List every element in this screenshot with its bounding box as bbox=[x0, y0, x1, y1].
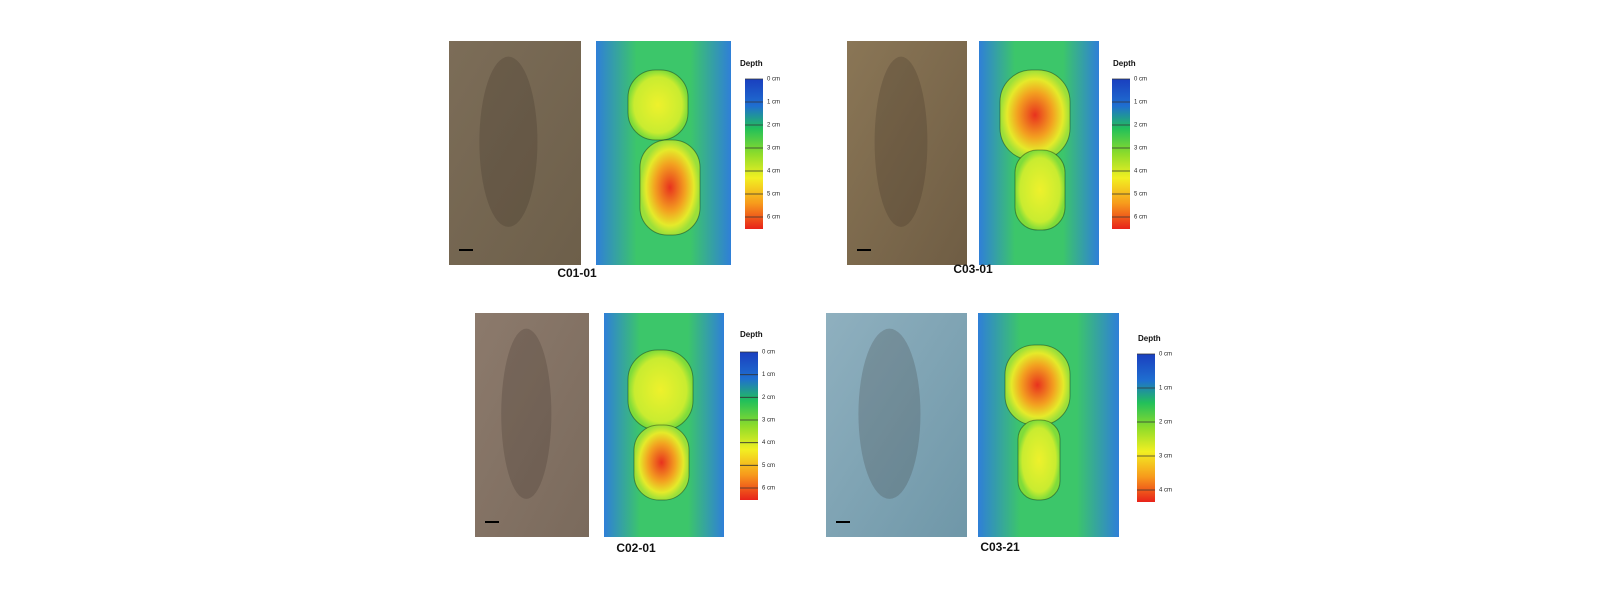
colorbar-label: 2 cm bbox=[762, 395, 775, 401]
scale-bar bbox=[857, 249, 871, 251]
colorbar-label: 5 cm bbox=[1134, 192, 1147, 198]
colorbar-label: 6 cm bbox=[767, 215, 780, 221]
legend-title: Depth bbox=[740, 59, 763, 68]
footprint-impression bbox=[874, 56, 928, 227]
photo bbox=[826, 313, 967, 537]
panel-label: C03-01 bbox=[953, 262, 993, 276]
colorbar-label: 3 cm bbox=[762, 418, 775, 424]
colorbar-label: 1 cm bbox=[762, 372, 775, 378]
legend-title: Depth bbox=[740, 330, 763, 339]
colorbar-label: 3 cm bbox=[1159, 454, 1172, 460]
colorbar-label: 0 cm bbox=[767, 77, 780, 83]
legend-title: Depth bbox=[1138, 334, 1161, 343]
colorbar-label: 6 cm bbox=[1134, 215, 1147, 221]
colorbar bbox=[1112, 79, 1130, 229]
legend-title: Depth bbox=[1113, 59, 1136, 68]
depth-region bbox=[627, 349, 694, 431]
panel-label: C03-21 bbox=[980, 540, 1020, 554]
depth-region bbox=[639, 139, 701, 236]
colorbar-label: 0 cm bbox=[762, 350, 775, 356]
colorbar-label: 4 cm bbox=[1159, 488, 1172, 494]
panel-label: C02-01 bbox=[616, 541, 656, 555]
depth-region bbox=[999, 69, 1071, 161]
colorbar-label: 0 cm bbox=[1159, 352, 1172, 358]
footprint-impression bbox=[858, 328, 921, 499]
scale-bar bbox=[836, 521, 850, 523]
colorbar-label: 2 cm bbox=[1159, 420, 1172, 426]
scale-bar bbox=[459, 249, 473, 251]
photo bbox=[449, 41, 581, 265]
colorbar-label: 5 cm bbox=[762, 463, 775, 469]
colorbar bbox=[740, 352, 758, 500]
footprint-impression bbox=[501, 328, 552, 499]
colorbar-label: 3 cm bbox=[1134, 146, 1147, 152]
colorbar bbox=[745, 79, 763, 229]
depth-region bbox=[1017, 419, 1061, 501]
depth-region bbox=[1014, 149, 1066, 231]
colorbar-label: 2 cm bbox=[1134, 123, 1147, 129]
photo bbox=[475, 313, 589, 537]
colorbar-label: 6 cm bbox=[762, 486, 775, 492]
depth-region bbox=[1004, 344, 1071, 426]
colorbar-label: 4 cm bbox=[1134, 169, 1147, 175]
colorbar-label: 2 cm bbox=[767, 123, 780, 129]
photo bbox=[847, 41, 967, 265]
colorbar-label: 1 cm bbox=[767, 100, 780, 106]
depth-region bbox=[627, 69, 689, 141]
colorbar-label: 1 cm bbox=[1159, 386, 1172, 392]
footprint-impression bbox=[479, 56, 538, 227]
colorbar-label: 4 cm bbox=[767, 169, 780, 175]
colorbar-label: 4 cm bbox=[762, 440, 775, 446]
panel-label: C01-01 bbox=[557, 266, 597, 280]
depth-region bbox=[633, 424, 690, 501]
scale-bar bbox=[485, 521, 499, 523]
colorbar-label: 1 cm bbox=[1134, 100, 1147, 106]
colorbar-label: 0 cm bbox=[1134, 77, 1147, 83]
colorbar bbox=[1137, 354, 1155, 502]
colorbar-label: 5 cm bbox=[767, 192, 780, 198]
colorbar-label: 3 cm bbox=[767, 146, 780, 152]
